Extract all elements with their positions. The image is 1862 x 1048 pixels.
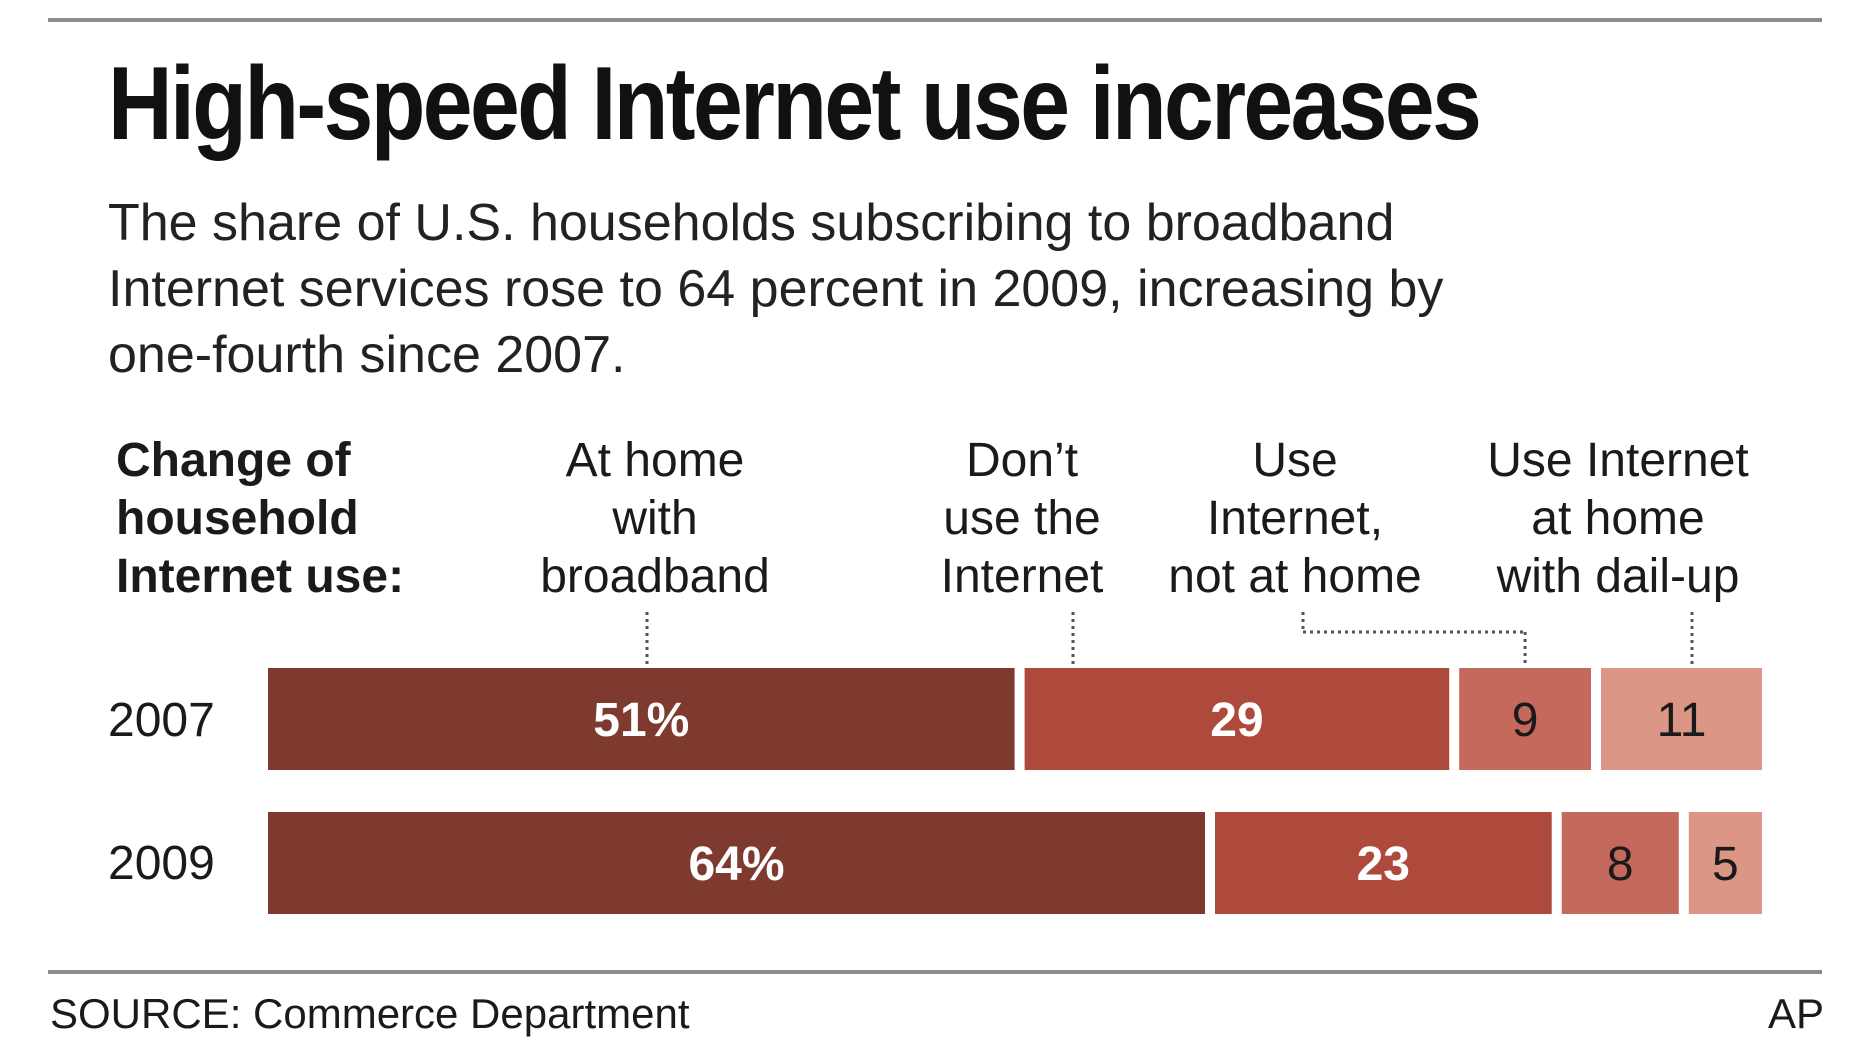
bar-value-label-dialup-2007: 11 <box>1657 694 1707 747</box>
chart-section-label: Change of household Internet use: <box>116 432 404 606</box>
bar-value-label-not-at-home-2009: 8 <box>1607 838 1634 891</box>
legend-line: Use <box>1252 434 1338 487</box>
top-rule <box>48 18 1822 22</box>
bar-broadband-2007 <box>268 668 1015 770</box>
bottom-rule <box>48 970 1822 974</box>
bar-value-label-dialup-2009: 5 <box>1712 838 1739 891</box>
chart-subtitle: The share of U.S. households subscribing… <box>108 190 1748 388</box>
legend-line: broadband <box>540 550 770 603</box>
legend-line: at home <box>1531 492 1705 545</box>
legend-label-not-at-home: Use Internet, not at home <box>1150 432 1440 606</box>
legend-line: Internet, <box>1206 492 1384 545</box>
legend-line: with dail-up <box>1496 550 1740 603</box>
legend-label-broadband: At home with broadband <box>520 432 790 606</box>
legend-line: Internet <box>940 550 1104 603</box>
bar-no-internet-2007 <box>1024 668 1450 770</box>
credit-label: AP <box>1767 990 1824 1037</box>
chart-title: High-speed Internet use increases <box>108 46 1482 162</box>
bar-not-at-home-2009 <box>1561 812 1679 914</box>
bar-broadband-2009 <box>268 812 1205 914</box>
subtitle-line: one-fourth since 2007. <box>108 326 626 384</box>
legend-line: Use Internet <box>1487 434 1749 487</box>
legend-line: At home <box>565 434 745 487</box>
row-label-2007: 2007 <box>108 694 215 747</box>
subtitle-line: The share of U.S. households subscribing… <box>108 194 1395 252</box>
chart-label-line: Change of <box>116 434 351 487</box>
legend-line: use the <box>943 492 1101 545</box>
legend-line: not at home <box>1168 550 1422 603</box>
legend-label-dialup: Use Internet at home with dail-up <box>1458 432 1778 606</box>
legend-label-no-internet: Don’t use the Internet <box>922 432 1122 606</box>
row-label-2009: 2009 <box>108 837 215 890</box>
legend-line: with <box>612 492 698 545</box>
subtitle-line: Internet services rose to 64 percent in … <box>108 260 1444 318</box>
bar-value-label-no-internet-2007: 29 <box>1210 694 1263 747</box>
bar-value-label-broadband-2009: 64% <box>688 838 784 891</box>
bar-no-internet-2009 <box>1215 812 1552 914</box>
bar-dialup-2009 <box>1688 812 1762 914</box>
bar-value-label-no-internet-2009: 23 <box>1357 838 1410 891</box>
bar-not-at-home-2007 <box>1459 668 1591 770</box>
chart-label-line: Internet use: <box>116 550 405 603</box>
source-note: SOURCE: Commerce Department <box>50 990 690 1037</box>
bar-value-label-not-at-home-2007: 9 <box>1512 694 1539 747</box>
bar-value-label-broadband-2007: 51% <box>593 694 689 747</box>
bar-dialup-2007 <box>1601 668 1762 770</box>
legend-line: Don’t <box>965 434 1079 487</box>
chart-label-line: household <box>116 492 359 545</box>
